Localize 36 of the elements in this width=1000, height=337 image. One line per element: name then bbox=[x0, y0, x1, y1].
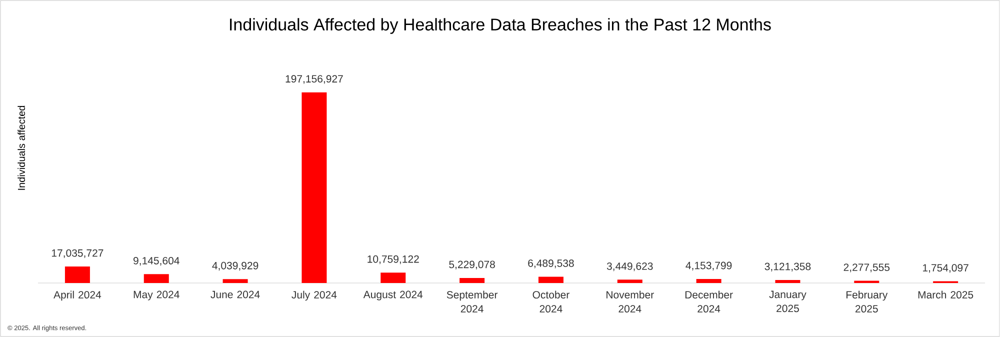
x-tick-label: December 2024 bbox=[685, 290, 733, 313]
bar bbox=[617, 280, 642, 283]
x-tick-label: February 2025 bbox=[846, 290, 888, 313]
bar bbox=[64, 266, 90, 283]
x-tick-label: November 2024 bbox=[606, 290, 654, 313]
x-tick-label: May 2024 bbox=[134, 290, 180, 300]
data-label: 197,156,927 bbox=[286, 75, 343, 84]
x-tick-label: July 2024 bbox=[292, 290, 337, 301]
data-label: 6,489,538 bbox=[528, 260, 574, 268]
data-label: 4,039,929 bbox=[212, 262, 258, 271]
data-label: 1,754,097 bbox=[923, 264, 968, 273]
x-tick-label: January 2025 bbox=[769, 290, 806, 312]
x-tick-label: September 2024 bbox=[446, 290, 498, 313]
data-label: 10,759,122 bbox=[368, 255, 419, 264]
bar bbox=[460, 278, 485, 283]
x-tick-label: October 2024 bbox=[532, 290, 570, 313]
bar bbox=[538, 276, 564, 283]
data-label: 3,121,358 bbox=[764, 262, 811, 272]
chart-title: Individuals Affected by Healthcare Data Breaches in the Past 12 Months bbox=[230, 18, 771, 34]
bar bbox=[380, 272, 406, 283]
data-label: 2,277,555 bbox=[844, 264, 890, 272]
data-label: 4,153,799 bbox=[686, 262, 732, 270]
y-axis-title: Individuals affected bbox=[18, 106, 25, 190]
data-label: 9,145,604 bbox=[134, 256, 180, 266]
x-tick-label: March 2025 bbox=[918, 290, 974, 299]
bar bbox=[144, 274, 169, 283]
bar bbox=[222, 279, 248, 283]
bar bbox=[302, 92, 327, 283]
x-tick-label: June 2024 bbox=[210, 290, 260, 298]
data-label: 3,449,623 bbox=[606, 262, 653, 272]
data-label: 5,229,078 bbox=[449, 260, 495, 270]
bar bbox=[775, 280, 800, 283]
data-label: 17,035,727 bbox=[52, 249, 104, 258]
x-tick-label: August 2024 bbox=[363, 290, 423, 300]
x-tick-label: April 2024 bbox=[54, 290, 102, 301]
bar bbox=[696, 278, 722, 283]
